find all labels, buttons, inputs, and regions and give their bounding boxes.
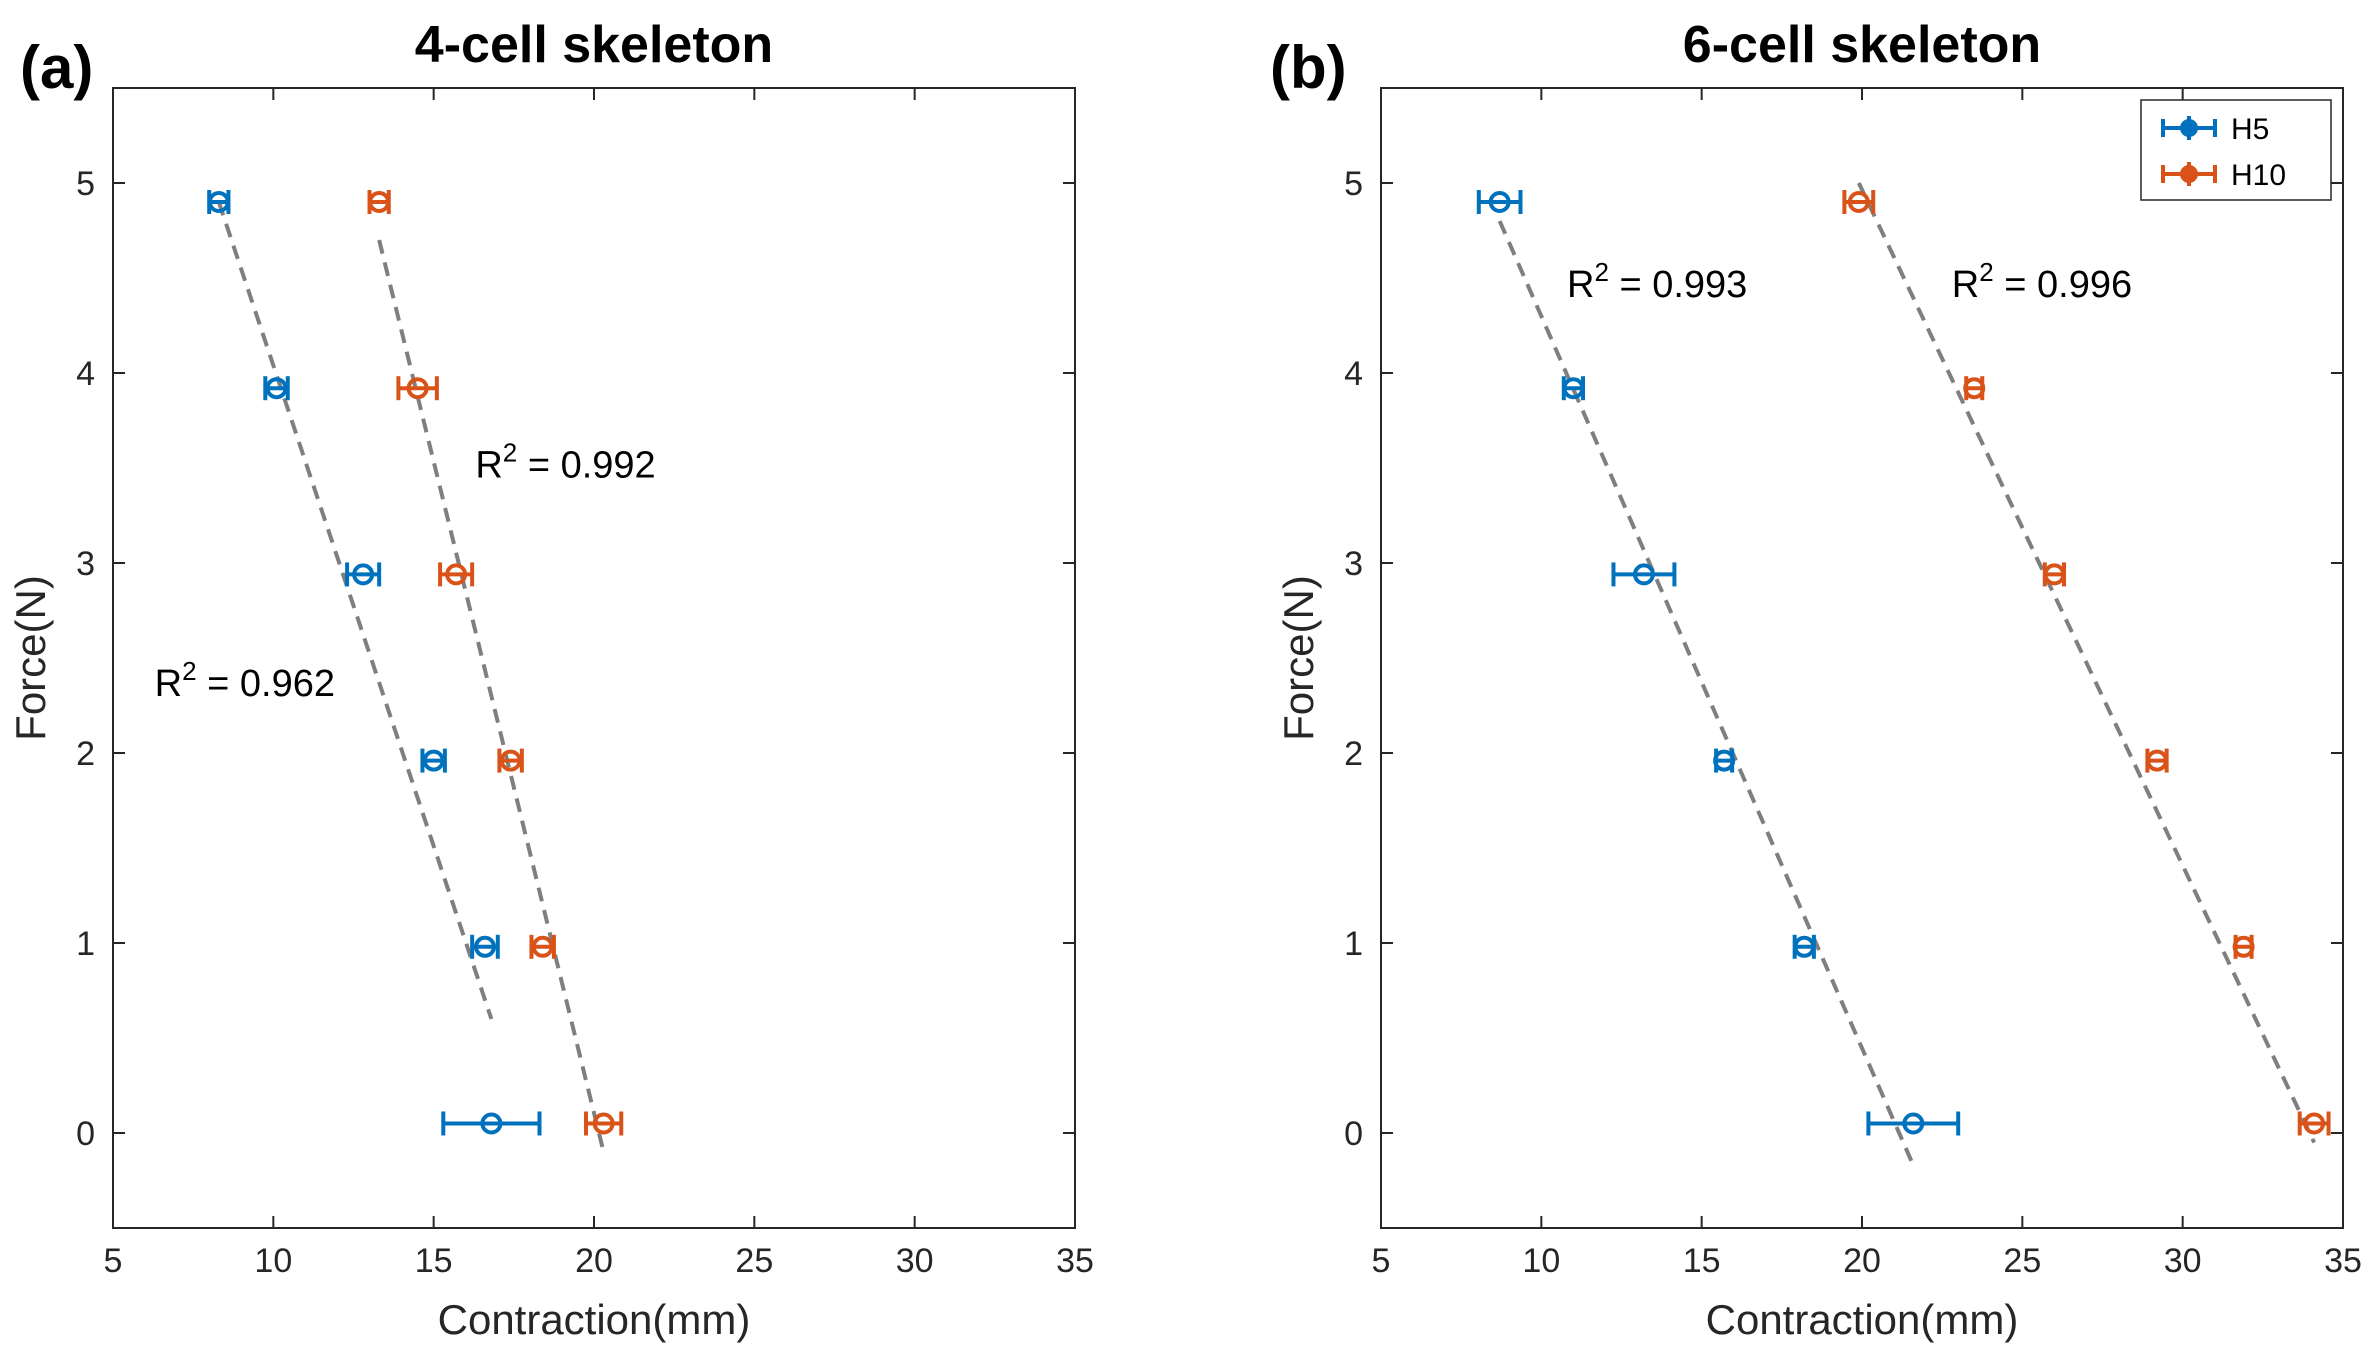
data-point <box>1793 935 1816 958</box>
x-tick-label: 25 <box>735 1242 773 1280</box>
x-tick-label: 35 <box>1056 1242 1094 1280</box>
r-squared-value: = 0.993 <box>1609 264 1747 306</box>
y-tick-label: 2 <box>76 735 95 773</box>
series-h5: R2 = 0.993 <box>1476 190 1961 1167</box>
x-tick-label: 35 <box>2324 1242 2362 1280</box>
data-point <box>368 191 391 213</box>
y-tick-label: 5 <box>1344 165 1363 203</box>
x-tick-label: 25 <box>2003 1242 2041 1280</box>
r-squared-prefix: R <box>475 445 502 487</box>
data-point <box>592 1112 615 1135</box>
chart-panel-a: (a) 4-cell skeleton 5 10 15 20 25 30 35 0 1 2 3 4 5 Con… <box>7 16 1094 1343</box>
regression-line <box>1497 220 1916 1167</box>
axes-box <box>1380 87 2344 1229</box>
x-tick-label: 5 <box>1372 1242 1391 1280</box>
x-tick-label: 15 <box>415 1242 453 1280</box>
chart-title: 6-cell skeleton <box>1683 16 2041 74</box>
y-tick-label: 0 <box>1344 1115 1363 1153</box>
x-tick-label: 5 <box>104 1242 123 1280</box>
legend-box <box>2140 99 2332 201</box>
r-squared-annotation: R2 = 0.996 <box>1952 257 2132 306</box>
y-tick-label: 3 <box>76 545 95 583</box>
data-point <box>1488 191 1511 213</box>
y-tick-label: 4 <box>1344 355 1363 393</box>
regression-line <box>377 239 606 1153</box>
data-point <box>1963 377 1986 400</box>
legend-label-h10: H10 <box>2231 159 2286 192</box>
data-point <box>1902 1112 1925 1135</box>
data-point <box>422 749 445 772</box>
y-tick-label: 4 <box>76 355 95 393</box>
data-point <box>2303 1112 2326 1135</box>
r-squared-superscript: 2 <box>503 438 517 468</box>
data-point <box>352 563 375 586</box>
panel-label: (a) <box>20 34 93 101</box>
legend-marker <box>2180 119 2198 137</box>
data-point <box>2043 563 2066 586</box>
r-squared-value: = 0.992 <box>517 445 655 487</box>
data-point <box>265 377 288 400</box>
data-point <box>499 749 522 772</box>
y-tick-label: 0 <box>76 1115 95 1153</box>
series-h10: R2 = 0.996 <box>1842 182 2331 1144</box>
axes-box <box>112 87 1076 1229</box>
legend-marker <box>2180 165 2198 183</box>
y-tick-label: 1 <box>1344 925 1363 963</box>
data-point <box>2232 935 2255 958</box>
r-squared-value: = 0.996 <box>1994 264 2132 306</box>
data-point <box>207 191 230 213</box>
x-axis-label: Contraction(mm) <box>438 1296 751 1343</box>
chart-title: 4-cell skeleton <box>415 16 773 74</box>
legend-label-h5: H5 <box>2231 113 2269 146</box>
x-tick-label: 10 <box>254 1242 292 1280</box>
panel-label: (b) <box>1270 34 1347 101</box>
y-axis-label: Force(N) <box>7 575 54 741</box>
x-tick-label: 10 <box>1522 1242 1560 1280</box>
r-squared-annotation: R2 = 0.993 <box>1567 257 1747 306</box>
y-tick-label: 3 <box>1344 545 1363 583</box>
y-tick-label: 2 <box>1344 735 1363 773</box>
chart-panel-b: (b) 6-cell skeleton 5 10 15 20 25 30 35 0 1 2 3 4 5 Con… <box>1270 16 2362 1343</box>
r-squared-value: = 0.962 <box>197 663 335 705</box>
data-point <box>1632 563 1655 586</box>
x-axis-label: Contraction(mm) <box>1706 1296 2019 1343</box>
data-point <box>473 935 496 958</box>
data-point <box>531 935 554 958</box>
r-squared-superscript: 2 <box>1594 257 1608 287</box>
data-point <box>480 1112 503 1135</box>
r-squared-superscript: 2 <box>1979 257 1993 287</box>
data-point <box>1713 749 1736 772</box>
r-squared-prefix: R <box>1567 264 1594 306</box>
data-point <box>1562 377 1585 400</box>
r-squared-annotation: R2 = 0.962 <box>155 656 335 705</box>
x-tick-label: 20 <box>575 1242 613 1280</box>
regression-line <box>216 201 494 1020</box>
series-h5: R2 = 0.962 <box>155 190 542 1136</box>
r-squared-superscript: 2 <box>182 656 196 686</box>
x-tick-label: 30 <box>896 1242 934 1280</box>
r-squared-prefix: R <box>1952 264 1979 306</box>
r-squared-annotation: R2 = 0.992 <box>475 438 655 487</box>
data-point <box>406 377 429 400</box>
data-point <box>445 563 468 586</box>
data-point <box>1847 191 1870 213</box>
x-tick-label: 20 <box>1843 1242 1881 1280</box>
regression-line <box>1856 182 2316 1144</box>
x-tick-label: 30 <box>2164 1242 2202 1280</box>
data-point <box>2146 749 2169 772</box>
y-axis-label: Force(N) <box>1275 575 1322 741</box>
x-tick-label: 15 <box>1683 1242 1721 1280</box>
y-tick-label: 1 <box>76 925 95 963</box>
series-h10: R2 = 0.992 <box>367 190 656 1153</box>
y-tick-label: 5 <box>76 165 95 203</box>
r-squared-prefix: R <box>155 663 182 705</box>
